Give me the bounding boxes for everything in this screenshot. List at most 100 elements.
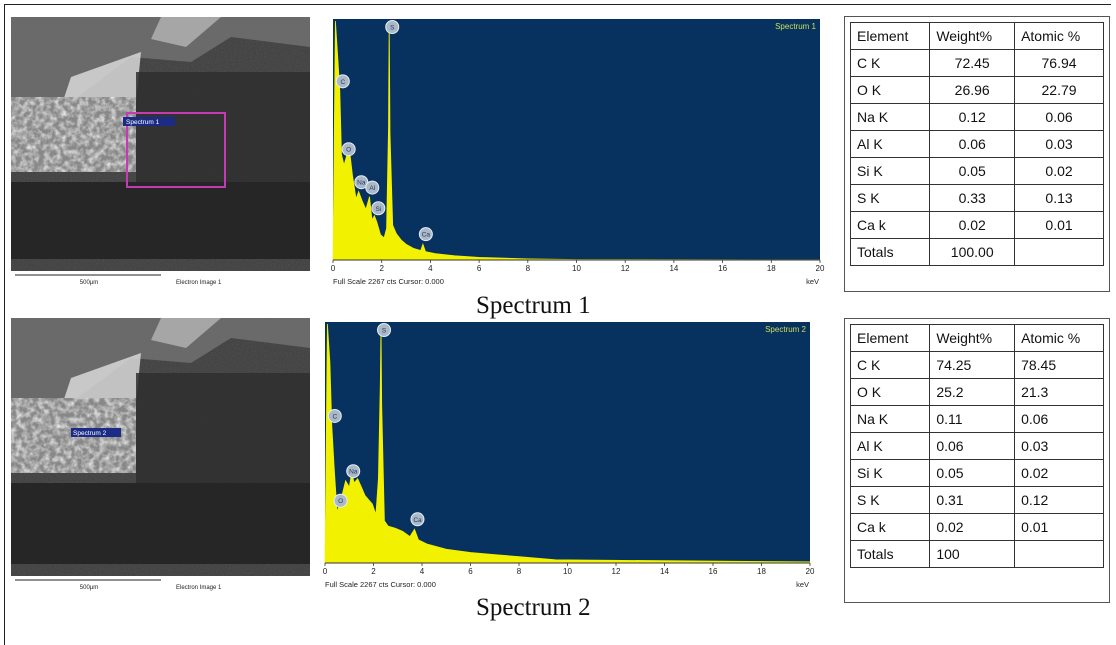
- x-tick-label: 8: [517, 567, 522, 576]
- electron-image-label: Electron Image 1: [176, 585, 222, 591]
- plot-area: [333, 19, 820, 260]
- x-tick-label: 8: [526, 264, 531, 273]
- peak-label: Na: [357, 180, 366, 187]
- x-tick-label: 2: [379, 264, 384, 273]
- sem-highlight: [151, 17, 221, 47]
- figure-frame: [4, 4, 1111, 645]
- table-row: Al K 0.06 0.03: [849, 130, 1104, 158]
- table-header-cell: Element: [849, 22, 931, 50]
- caption-spectrum-1: Spectrum 1: [476, 292, 591, 319]
- table-header-row: Element Weight% Atomic %: [849, 324, 1104, 352]
- table-header-row: Element Weight% Atomic %: [849, 22, 1104, 50]
- peak-label: Na: [349, 469, 358, 476]
- peak-marker-circle: [377, 323, 392, 337]
- x-tick-label: 10: [563, 567, 572, 576]
- table-cell: 0.03: [1014, 432, 1104, 460]
- table-row: S K 0.31 0.12: [849, 486, 1104, 514]
- x-tick-label: 18: [767, 264, 776, 273]
- spectrum-footer: Full Scale 2267 cts Cursor: 0.000: [325, 580, 436, 589]
- table-row: Si K 0.05 0.02: [849, 157, 1104, 185]
- spectrum-tag-bg: [71, 428, 121, 437]
- spectrum-footer: Full Scale 2267 cts Cursor: 0.000: [333, 277, 444, 286]
- x-tick-label: 0: [331, 264, 336, 273]
- sem-svg: 500µm Electron Image 1 Spectrum 2: [11, 318, 310, 594]
- table-header-cell: Weight%: [929, 324, 1016, 352]
- table-cell: 0.05: [929, 459, 1016, 487]
- table-cell: 0.02: [929, 513, 1016, 541]
- peak-marker-c: C: [335, 74, 350, 89]
- table-row: Na K 0.12 0.06: [849, 103, 1104, 131]
- table-cell: 21.3: [1014, 378, 1104, 406]
- table-cell: 100.00: [929, 238, 1016, 266]
- table-row: O K 26.96 22.79: [849, 76, 1104, 104]
- sem-dark-region: [136, 373, 310, 483]
- sem-highlight: [151, 318, 221, 348]
- peak-marker-o: O: [333, 493, 348, 508]
- sem-lower-region: [11, 483, 310, 564]
- electron-image-label: Electron Image 1: [176, 280, 222, 286]
- spectrum-tag: Spectrum 2: [73, 430, 107, 437]
- table-cell: Ca k: [849, 211, 931, 239]
- results-table-2: Element Weight% Atomic % C K 74.25 78.45 O K 25…: [849, 324, 1104, 568]
- caption-spectrum-2: Spectrum 2: [476, 594, 591, 621]
- peak-label: Al: [369, 185, 375, 192]
- spectrum-title: Spectrum 1: [775, 22, 816, 31]
- x-tick-label: 4: [420, 567, 425, 576]
- x-tick-label: 16: [709, 567, 718, 576]
- table-cell: 0.13: [1014, 184, 1104, 212]
- table-cell: 0.06: [1014, 405, 1104, 433]
- spectrum-tag: Spectrum 1: [126, 119, 160, 126]
- x-tick-label: 2: [371, 567, 376, 576]
- table-cell: 0.02: [1014, 157, 1104, 185]
- peak-marker-ca: Ca: [418, 227, 433, 242]
- x-axis-unit: keV: [806, 277, 819, 286]
- peak-marker-circle: [418, 227, 433, 242]
- table-cell: S K: [849, 184, 931, 212]
- x-tick-label: 4: [428, 264, 433, 273]
- sem-ledge: [61, 52, 141, 107]
- table-row: C K 74.25 78.45: [849, 351, 1104, 379]
- table-cell: 0.01: [1014, 211, 1104, 239]
- table-cell: 0.31: [929, 486, 1016, 514]
- table-row: Totals 100.00: [849, 238, 1104, 266]
- table-cell: C K: [849, 49, 931, 77]
- x-axis-unit: keV: [796, 580, 809, 589]
- sem-dark-region: [136, 72, 310, 182]
- peak-label: Ca: [413, 517, 422, 524]
- table-cell: 0.02: [929, 211, 1016, 239]
- sem-image-2: 500µm Electron Image 1 Spectrum 2: [11, 318, 310, 594]
- peak-label: C: [332, 413, 337, 420]
- table-cell: 26.96: [929, 76, 1016, 104]
- sem-image-1: 500µm Electron Image 1 Spectrum 1: [11, 17, 310, 289]
- peak-label: S: [382, 328, 387, 335]
- peak-marker-circle: [333, 493, 348, 508]
- table-cell: Al K: [849, 130, 931, 158]
- scale-bar-label: 500µm: [80, 280, 98, 286]
- table-cell: O K: [849, 76, 931, 104]
- x-tick-label: 20: [806, 567, 815, 576]
- results-table-1: Element Weight% Atomic % C K 72.45 76.94 O K 26…: [849, 22, 1104, 266]
- table-row: O K 25.2 21.3: [849, 378, 1104, 406]
- peak-label: O: [346, 147, 351, 154]
- table-cell: Si K: [849, 157, 931, 185]
- peak-marker-o: O: [341, 142, 356, 157]
- table-cell: 0.01: [1014, 513, 1104, 541]
- table-cell: 0.02: [1014, 459, 1104, 487]
- x-tick-label: 6: [468, 567, 473, 576]
- table-cell: 74.25: [929, 351, 1016, 379]
- x-tick-label: 12: [612, 567, 621, 576]
- peak-marker-circle: [327, 408, 342, 423]
- peak-marker-circle: [385, 20, 400, 34]
- plot-area: [325, 322, 810, 563]
- table-cell: Na K: [849, 405, 931, 433]
- peak-marker-al: Al: [365, 180, 380, 195]
- sem-svg: 500µm Electron Image 1 Spectrum 1: [11, 17, 310, 289]
- table-row: S K 0.33 0.13: [849, 184, 1104, 212]
- table-cell: 0.06: [929, 432, 1016, 460]
- table-row: Si K 0.05 0.02: [849, 459, 1104, 487]
- spectrum-title: Spectrum 2: [765, 325, 806, 334]
- peak-marker-na: Na: [346, 464, 361, 479]
- peak-label: C: [340, 79, 345, 86]
- table-cell: 78.45: [1014, 351, 1104, 379]
